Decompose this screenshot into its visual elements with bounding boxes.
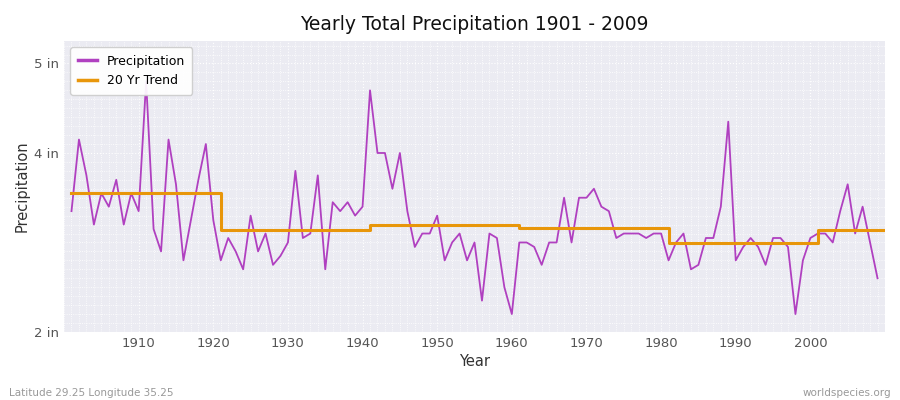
Line: 20 Yr Trend: 20 Yr Trend [71, 194, 885, 243]
Precipitation [514, 240, 525, 245]
Text: Latitude 29.25 Longitude 35.25: Latitude 29.25 Longitude 35.25 [9, 388, 174, 398]
Precipitation [126, 191, 137, 196]
20 Yr Trend [215, 228, 226, 233]
20 Yr Trend [215, 191, 226, 196]
Precipitation [298, 236, 309, 240]
20 Yr Trend [813, 227, 824, 232]
20 Yr Trend [514, 222, 525, 227]
Precipitation [611, 236, 622, 240]
Text: worldspecies.org: worldspecies.org [803, 388, 891, 398]
Line: Precipitation: Precipitation [71, 81, 878, 314]
20 Yr Trend [364, 222, 375, 227]
Precipitation [507, 312, 517, 316]
20 Yr Trend [663, 226, 674, 231]
20 Yr Trend [514, 226, 525, 231]
X-axis label: Year: Year [459, 354, 490, 369]
20 Yr Trend [879, 227, 890, 232]
Precipitation [66, 209, 77, 214]
20 Yr Trend [663, 241, 674, 246]
Precipitation [140, 79, 151, 84]
Precipitation [521, 240, 532, 245]
20 Yr Trend [364, 228, 375, 233]
Title: Yearly Total Precipitation 1901 - 2009: Yearly Total Precipitation 1901 - 2009 [301, 15, 649, 34]
Precipitation [342, 200, 353, 205]
Precipitation [872, 276, 883, 281]
Legend: Precipitation, 20 Yr Trend: Precipitation, 20 Yr Trend [70, 47, 193, 95]
20 Yr Trend [66, 191, 77, 196]
20 Yr Trend [813, 241, 824, 246]
Y-axis label: Precipitation: Precipitation [15, 141, 30, 232]
